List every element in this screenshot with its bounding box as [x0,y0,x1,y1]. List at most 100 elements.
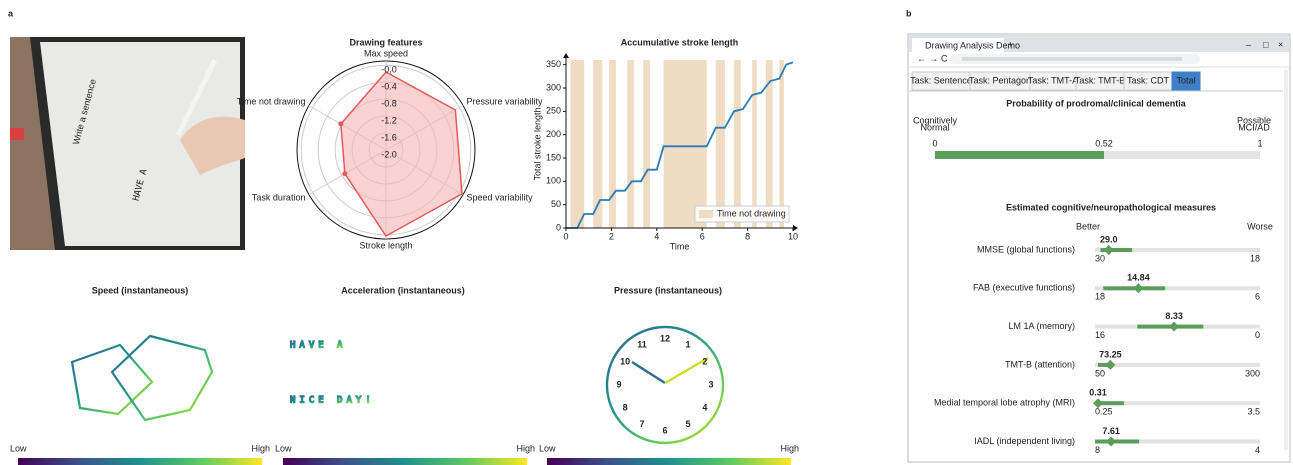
hand [180,116,245,175]
radar-axis-label: Max speed [364,48,408,58]
radar-axis-label: Pressure variability [467,96,544,106]
task-tab-label[interactable]: Task: Pentagon [969,75,1031,85]
measure-value: 14.84 [1127,273,1150,283]
measure-interval [1095,439,1140,444]
measure-name: LM 1A (memory) [1008,321,1075,331]
drawing-title: Speed (instantaneous) [92,285,189,295]
back-button[interactable]: ← [917,53,926,63]
axis-arrow [793,225,798,231]
r-tick-label: -1.2 [381,115,397,125]
y-tick-label: 200 [546,129,561,139]
r-tick-label: -0.8 [381,99,397,109]
maximize-button[interactable]: □ [1263,39,1269,49]
measure-limit: 3.5 [1247,407,1260,417]
measure-estimate [1105,359,1116,370]
measure-interval [1100,248,1133,252]
measure-name: TMT-B (attention) [1005,359,1075,369]
measure-track [1095,362,1260,367]
radar-axis-label: Time not drawing [237,96,306,106]
section-title: Probability of prodromal/clinical dement… [1006,98,1187,108]
measure-limit: 30 [1095,253,1105,263]
measure-limit: 50 [1095,368,1105,378]
clock-number: 9 [616,379,621,389]
measure-limit: 16 [1095,330,1105,340]
y-tick-label: 100 [546,176,561,186]
y-tick-label: 50 [551,199,561,209]
clock-number: 7 [639,419,644,429]
tablet-screen [40,42,240,246]
shaded-span [715,60,725,228]
panel-label: b [906,8,912,18]
y-tick-label: 150 [546,152,561,162]
shaded-span [779,60,784,228]
measure-name: MMSE (global functions) [977,244,1075,254]
measure-estimate [1133,283,1144,294]
x-tick-label: 4 [654,231,659,241]
task-tab-label[interactable]: Total [1176,75,1195,85]
reload-button[interactable]: C [941,53,948,63]
forward-button[interactable]: → [929,53,938,63]
clock-hand [631,360,666,385]
scale-direction: Worse [1247,221,1273,231]
legend-box [694,205,790,223]
clock-number: 2 [702,356,707,366]
clock-number: 6 [662,425,667,435]
y-tick-label: 0 [556,222,561,232]
drawing-title: Acceleration (instantaneous) [341,285,465,295]
clock-number: 8 [623,402,628,412]
measure-limit: 8 [1095,445,1100,455]
clock-hand [664,356,709,385]
colorbar-low: Low [539,443,556,453]
panel-label: a [8,8,14,18]
measure-name: Medial temporal lobe atrophy (MRI) [934,398,1075,408]
x-tick-label: 6 [700,231,705,241]
y-tick-label: 250 [546,106,561,116]
measure-value: 29.0 [1100,234,1118,244]
handwritten-line: HAVE A [290,341,347,351]
shaded-span [643,60,650,228]
radar-axis-label: Task duration [252,192,306,202]
minimize-button[interactable]: – [1246,39,1251,49]
x-tick-label: 0 [563,231,568,241]
task-tab-label[interactable]: Task: CDT [1127,75,1170,85]
probability-bar [935,151,1104,159]
measure-name: IADL (independent living) [974,436,1075,446]
scrollbar[interactable] [1284,70,1288,450]
clock-number: 11 [637,340,647,350]
x-axis-label: Time [670,241,690,251]
clock-face [605,325,725,445]
new-tab-button[interactable]: + [1008,39,1013,49]
x-tick-label: 8 [745,231,750,241]
measure-value: 7.61 [1102,426,1120,436]
task-tab-label[interactable]: Task: TMT-A [1028,75,1078,85]
measure-value: 73.25 [1099,349,1122,359]
measure-track [1095,248,1260,252]
y-tick-label: 350 [546,59,561,69]
measure-limit: 4 [1255,445,1260,455]
browser-tab[interactable] [912,38,1004,52]
colorbar-low: Low [10,443,27,453]
radar-point [338,121,344,127]
task-tab-label[interactable]: Task: TMT-B [1075,75,1125,85]
measure-interval [1095,401,1124,406]
r-tick-label: -0.0 [381,65,397,75]
measure-limit: 0.25 [1095,407,1113,417]
browser-tab-title[interactable]: Drawing Analysis Demo [925,40,1020,50]
scale-end-label: Cognitively [913,115,958,125]
task-tab[interactable] [1171,71,1201,91]
chart-title: Drawing features [349,37,422,47]
close-button[interactable]: × [1278,39,1283,49]
shaded-span [593,60,603,228]
probability-tick-label: 0 [932,138,937,148]
clock-number: 1 [685,340,690,350]
task-tab-label[interactable]: Task: Sentence [910,75,972,85]
probability-tick-label: 0.52 [1095,138,1113,148]
section-title: Estimated cognitive/neuropathological me… [1006,202,1216,212]
y-tick-label: 300 [546,82,561,92]
handwritten-line: NICE DAY! [290,396,375,406]
r-tick-label: -0.4 [381,82,397,92]
y-axis-label: Total stroke length [532,107,542,180]
shaded-span [765,60,773,228]
